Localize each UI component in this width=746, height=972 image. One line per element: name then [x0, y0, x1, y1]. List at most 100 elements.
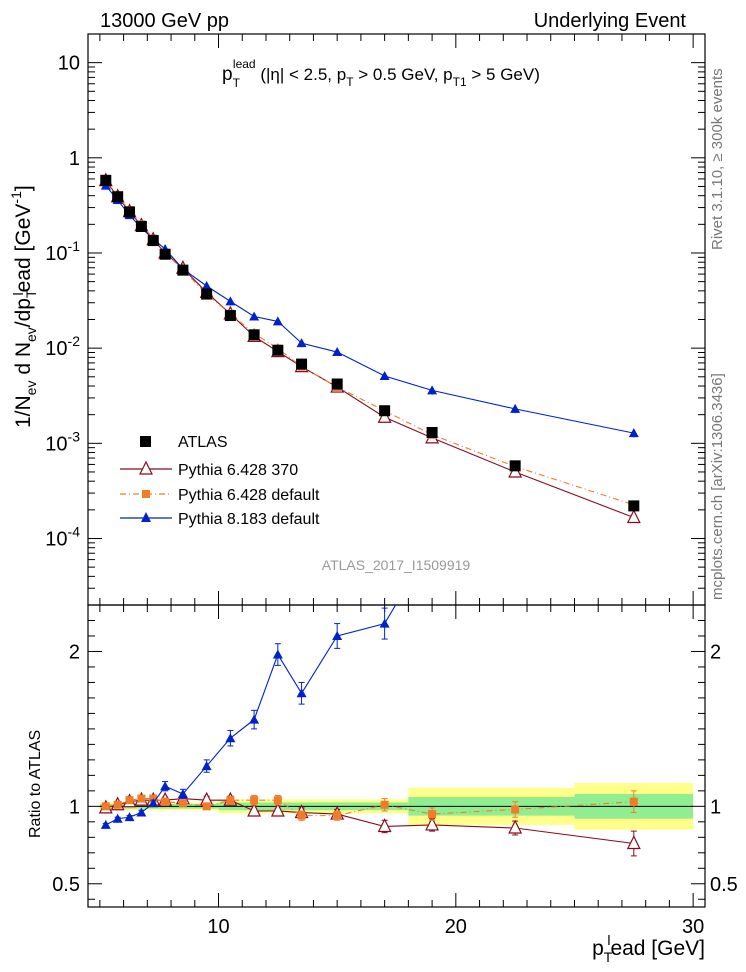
ratio-plot-frame [87, 604, 706, 908]
x-axis-label: pTlead [GeV] [592, 932, 705, 965]
point-py8 [332, 347, 343, 357]
ratio-point-py6_def [226, 796, 235, 805]
point-atlas [628, 500, 640, 512]
point-atlas [331, 378, 343, 390]
point-atlas [201, 288, 213, 300]
ratio-point-py8 [332, 630, 343, 640]
point-py8 [225, 296, 236, 306]
y-tick-label: 10 [58, 53, 80, 75]
point-atlas [159, 248, 171, 260]
point-atlas [100, 174, 112, 186]
point-atlas [272, 344, 284, 356]
legend-marker-atlas [140, 436, 151, 447]
legend-label-py8: Pythia 8.183 default [178, 511, 320, 528]
ratio-point-py8 [100, 819, 111, 829]
x-tick-label: 10 [207, 916, 229, 938]
point-atlas [379, 405, 391, 417]
series-line-py8 [105, 185, 634, 434]
ratio-tick-label: 1 [69, 796, 80, 818]
ratio-point-py8 [249, 714, 260, 724]
ratio-point-py8 [510, 352, 520, 361]
y-tick-label: 10-4 [45, 523, 80, 550]
ratio-point-py6_def [380, 800, 389, 809]
point-py8 [296, 338, 307, 348]
point-atlas [135, 220, 147, 232]
point-py8 [201, 280, 212, 290]
main-series-layer [98, 172, 641, 524]
ratio-point-py6_370 [508, 819, 523, 834]
point-atlas [124, 206, 136, 218]
ratio-point-py6_def [178, 799, 187, 808]
ratio-point-py6_def [137, 794, 146, 803]
ratio-point-py6_def [511, 805, 520, 814]
point-atlas [177, 264, 189, 276]
point-atlas [112, 191, 124, 203]
legend-marker-py6-default [142, 490, 150, 498]
ratio-point-py6_def [297, 811, 306, 820]
ratio-point-py8 [225, 733, 236, 743]
y-tick-label: 10-1 [45, 238, 80, 265]
y-axis-label: 1/Nev d Nev/dpTlead [GeV-1] [8, 185, 39, 428]
y-tick-label: 10-3 [45, 428, 80, 455]
ratio-tick-label-right: 0.5 [710, 874, 738, 896]
ratio-line-py6_def [105, 798, 634, 817]
ratio-point-py6_370 [425, 816, 440, 831]
point-atlas [248, 329, 260, 341]
ratio-point-py8 [379, 618, 390, 628]
ratio-point-py6_def [113, 800, 122, 809]
ratio-point-py8 [201, 761, 212, 771]
ratio-point-py6_370 [247, 802, 262, 817]
point-atlas [509, 460, 521, 472]
ratio-point-py8 [296, 688, 307, 698]
ratio-point-py6_def [250, 796, 259, 805]
point-atlas [224, 310, 236, 322]
ratio-tick-label: 0.5 [52, 874, 80, 896]
ratio-point-py8 [148, 798, 159, 808]
ratio-point-py6_370 [377, 818, 392, 833]
ratio-point-py8 [136, 807, 147, 817]
x-tick-label: 30 [682, 916, 704, 938]
rivet-label: Rivet 3.1.10, ≥ 300k events [709, 68, 726, 250]
y-tick-label: 10-2 [45, 333, 80, 360]
ratio-point-py6_def [101, 802, 110, 811]
ratio-point-py8 [160, 781, 171, 791]
atlas-uncertainty-bands [99, 783, 694, 830]
ratio-point-py8 [177, 788, 188, 798]
ratio-point-py6_def [273, 796, 282, 805]
analysis-label: ATLAS_2017_I1509919 [322, 557, 471, 573]
legend-label-atlas: ATLAS [178, 434, 228, 451]
point-atlas [296, 358, 308, 370]
ratio-point-py8 [272, 649, 283, 659]
ratio-point-py6_def [428, 810, 437, 819]
point-py8 [379, 370, 390, 380]
ratio-tick-label-right: 2 [710, 641, 721, 663]
ratio-point-py8 [112, 813, 123, 823]
ratio-series-layer [98, 58, 641, 857]
point-atlas [426, 426, 438, 438]
header-right-title: Underlying Event [534, 10, 687, 32]
ratio-tick-label: 2 [69, 641, 80, 663]
y-tick-label: 1 [69, 148, 80, 170]
legend-marker-py8 [141, 512, 151, 522]
legend-label-py6-default: Pythia 6.428 default [178, 487, 320, 504]
ratio-point-py6_def [629, 797, 638, 806]
ratio-point-py8 [427, 538, 437, 547]
series-line-py6_def [105, 179, 634, 506]
ratio-point-py8 [629, 58, 639, 67]
point-py8 [249, 311, 260, 321]
legend: ATLAS Pythia 6.428 370 Pythia 6.428 defa… [120, 434, 320, 528]
legend-label-py6-370: Pythia 6.428 370 [178, 462, 298, 479]
ratio-point-py6_def [333, 811, 342, 820]
header-left-title: 13000 GeV pp [100, 10, 229, 32]
ratio-point-py8 [124, 812, 135, 822]
ratio-tick-label-right: 1 [710, 796, 721, 818]
ratio-point-py6_def [161, 797, 170, 806]
mcplots-label: mcplots.cern.ch [arXiv:1306.3436] [709, 373, 726, 600]
ratio-y-axis-label: Ratio to ATLAS [27, 730, 44, 838]
legend-marker-py6-370 [139, 460, 153, 475]
ratio-point-py6_def [202, 802, 211, 811]
point-py8 [272, 316, 283, 326]
ratio-point-py6_def [125, 796, 134, 805]
point-py6_370 [626, 509, 641, 524]
